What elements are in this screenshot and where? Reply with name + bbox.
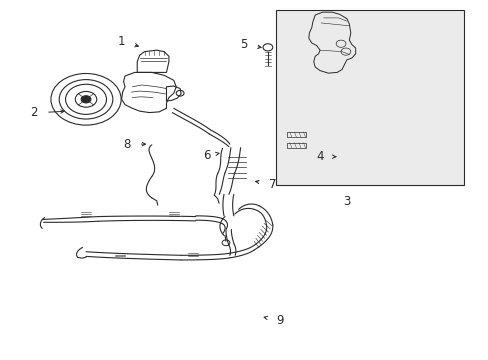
Text: 2: 2	[30, 107, 38, 120]
Text: 5: 5	[239, 38, 247, 51]
Text: 3: 3	[343, 195, 350, 208]
Circle shape	[81, 96, 91, 103]
Bar	[276, 10, 463, 185]
Text: 9: 9	[275, 314, 283, 327]
Bar	[287, 143, 305, 148]
Text: 7: 7	[268, 178, 276, 191]
Bar	[287, 132, 305, 137]
Text: 8: 8	[122, 138, 130, 150]
Text: 6: 6	[203, 149, 210, 162]
Text: 1: 1	[118, 35, 125, 48]
Text: 4: 4	[316, 150, 323, 163]
